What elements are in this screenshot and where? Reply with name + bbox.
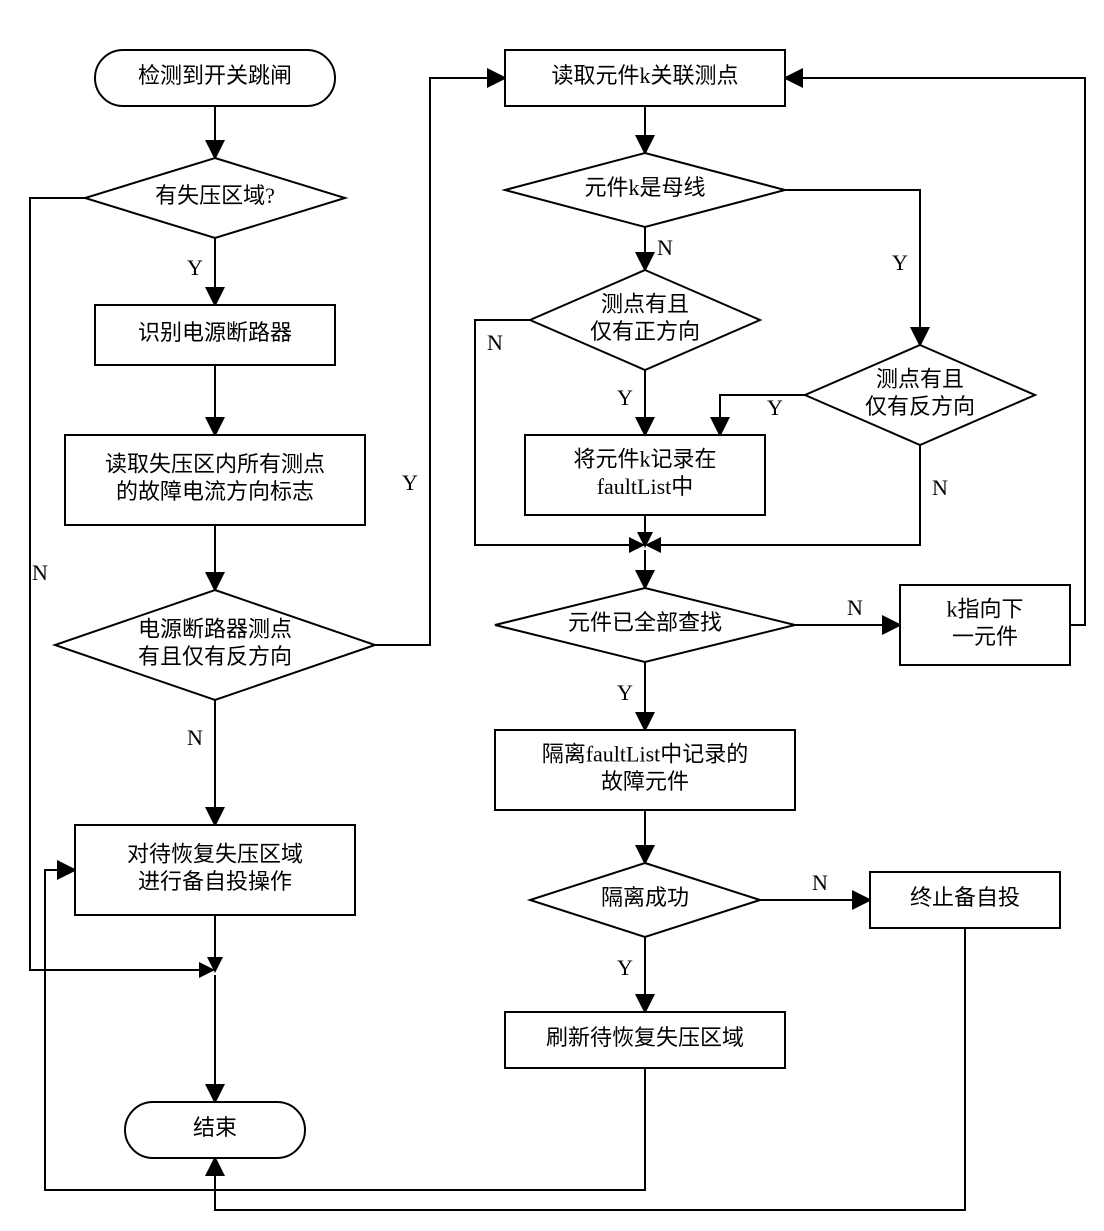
node-d_src: 电源断路器测点有且仅有反方向 <box>55 590 375 700</box>
svg-text:Y: Y <box>892 250 908 275</box>
node-label: 一元件 <box>952 624 1018 649</box>
node-label: 检测到开关跳闸 <box>138 63 292 88</box>
node-label: 电源断路器测点 <box>138 616 292 641</box>
svg-text:N: N <box>32 560 48 585</box>
node-label: 仅有正方向 <box>590 319 700 344</box>
node-label: 将元件k记录在 <box>573 446 716 471</box>
node-label: 测点有且 <box>601 291 689 316</box>
node-d_neg: 测点有且仅有反方向 <box>805 345 1035 445</box>
node-d_isook: 隔离成功 <box>530 863 760 937</box>
node-label: 元件k是母线 <box>584 175 705 200</box>
svg-text:N: N <box>657 235 673 260</box>
svg-text:Y: Y <box>187 255 203 280</box>
svg-text:N: N <box>932 475 948 500</box>
node-p_refresh: 刷新待恢复失压区域 <box>505 1012 785 1068</box>
node-label: 终止备自投 <box>910 885 1020 910</box>
node-d_all: 元件已全部查找 <box>495 588 795 662</box>
node-label: 有失压区域? <box>155 183 275 208</box>
node-p_ident: 识别电源断路器 <box>95 305 335 365</box>
svg-text:Y: Y <box>617 955 633 980</box>
svg-text:Y: Y <box>617 680 633 705</box>
node-label: 有且仅有反方向 <box>138 644 292 669</box>
svg-text:Y: Y <box>402 470 418 495</box>
node-label: 进行备自投操作 <box>138 869 292 894</box>
node-label: 的故障电流方向标志 <box>116 479 314 504</box>
node-label: 隔离faultList中记录的 <box>542 741 749 766</box>
node-p_read: 读取失压区内所有测点的故障电流方向标志 <box>65 435 365 525</box>
node-p_readk: 读取元件k关联测点 <box>505 50 785 106</box>
node-p_recov: 对待恢复失压区域进行备自投操作 <box>75 825 355 915</box>
node-label: 识别电源断路器 <box>138 320 292 345</box>
node-label: faultList中 <box>597 474 694 499</box>
node-label: 隔离成功 <box>601 885 689 910</box>
node-p_fl: 将元件k记录在 faultList中 <box>525 435 765 515</box>
node-d_bus: 元件k是母线 <box>505 153 785 227</box>
node-label: 刷新待恢复失压区域 <box>546 1025 744 1050</box>
node-start: 检测到开关跳闸 <box>95 50 335 106</box>
svg-text:N: N <box>487 330 503 355</box>
node-p_next: k指向下一元件 <box>900 585 1070 665</box>
node-label: 读取失压区内所有测点 <box>105 451 325 476</box>
node-end: 结束 <box>125 1102 305 1158</box>
node-label: 对待恢复失压区域 <box>127 841 303 866</box>
node-label: 仅有反方向 <box>865 394 975 419</box>
node-label: k指向下 <box>946 596 1023 621</box>
node-label: 故障元件 <box>601 769 689 794</box>
svg-text:N: N <box>187 725 203 750</box>
node-label: 元件已全部查找 <box>568 610 722 635</box>
node-p_stop: 终止备自投 <box>870 872 1060 928</box>
node-label: 结束 <box>193 1115 237 1140</box>
svg-text:N: N <box>847 595 863 620</box>
node-d_lv: 有失压区域? <box>85 158 345 238</box>
svg-text:Y: Y <box>767 395 783 420</box>
svg-text:N: N <box>812 870 828 895</box>
node-label: 测点有且 <box>876 366 964 391</box>
node-p_iso: 隔离faultList中记录的故障元件 <box>495 730 795 810</box>
node-d_pos: 测点有且仅有正方向 <box>530 270 760 370</box>
node-label: 读取元件k关联测点 <box>551 63 738 88</box>
svg-text:Y: Y <box>617 385 633 410</box>
